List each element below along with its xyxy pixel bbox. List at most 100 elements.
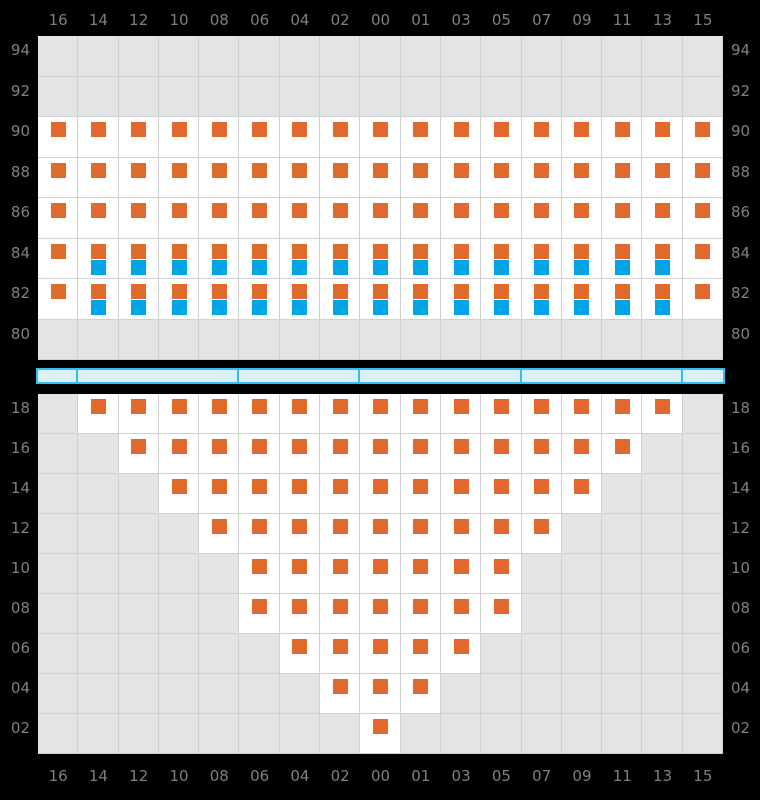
chart-cell[interactable] [78,36,119,77]
chart-cell[interactable] [642,319,683,360]
chart-cell[interactable] [400,474,441,514]
chart-cell[interactable] [602,36,643,77]
orange-marker[interactable] [372,639,388,654]
chart-cell[interactable] [239,117,280,158]
chart-cell[interactable] [199,554,240,594]
orange-marker[interactable] [493,203,509,218]
chart-cell[interactable] [440,76,482,117]
chart-cell[interactable] [199,238,240,279]
chart-cell[interactable] [78,198,119,239]
orange-marker[interactable] [695,203,711,218]
chart-cell[interactable] [561,674,603,714]
orange-marker[interactable] [332,243,348,259]
orange-marker[interactable] [372,559,388,574]
chart-cell[interactable] [521,514,562,554]
orange-marker[interactable] [453,243,469,259]
blue-marker[interactable] [453,300,469,315]
chart-cell[interactable] [320,394,361,434]
chart-cell[interactable] [199,36,240,77]
blue-marker[interactable] [574,300,590,315]
range-selector-segment[interactable] [78,370,240,382]
blue-marker[interactable] [211,259,227,275]
orange-marker[interactable] [534,519,550,534]
orange-marker[interactable] [211,243,227,259]
orange-marker[interactable] [211,399,227,414]
orange-marker[interactable] [252,519,268,534]
chart-cell[interactable] [158,279,200,320]
chart-cell[interactable] [279,554,321,594]
chart-cell[interactable] [239,198,280,239]
chart-cell[interactable] [602,117,643,158]
blue-marker[interactable] [90,259,106,275]
chart-cell[interactable] [320,714,361,754]
blue-marker[interactable] [534,300,550,315]
chart-cell[interactable] [642,634,683,674]
range-selector-segment[interactable] [521,370,683,382]
orange-marker[interactable] [211,203,227,218]
chart-cell[interactable] [239,714,280,754]
chart-cell[interactable] [158,634,200,674]
chart-cell[interactable] [320,514,361,554]
chart-cell[interactable] [400,634,441,674]
chart-cell[interactable] [158,157,200,198]
orange-marker[interactable] [252,284,268,299]
orange-marker[interactable] [493,284,509,299]
chart-cell[interactable] [78,238,119,279]
chart-cell[interactable] [360,117,401,158]
chart-cell[interactable] [118,117,159,158]
orange-marker[interactable] [171,122,187,137]
orange-marker[interactable] [252,243,268,259]
blue-marker[interactable] [372,300,388,315]
chart-cell[interactable] [440,594,482,634]
orange-marker[interactable] [614,203,630,218]
chart-cell[interactable] [440,474,482,514]
chart-cell[interactable] [602,674,643,714]
chart-cell[interactable] [360,674,401,714]
chart-cell[interactable] [320,554,361,594]
chart-cell[interactable] [521,238,562,279]
chart-cell[interactable] [400,674,441,714]
chart-cell[interactable] [199,714,240,754]
chart-cell[interactable] [602,594,643,634]
orange-marker[interactable] [252,479,268,494]
chart-cell[interactable] [279,514,321,554]
blue-marker[interactable] [171,259,187,275]
upper-chart-plot[interactable] [38,36,723,360]
chart-cell[interactable] [642,117,683,158]
chart-cell[interactable] [239,394,280,434]
chart-cell[interactable] [199,279,240,320]
chart-cell[interactable] [521,674,562,714]
blue-marker[interactable] [252,259,268,275]
chart-cell[interactable] [158,319,200,360]
chart-cell[interactable] [279,319,321,360]
orange-marker[interactable] [574,479,590,494]
chart-cell[interactable] [118,554,159,594]
orange-marker[interactable] [372,599,388,614]
orange-marker[interactable] [453,399,469,414]
chart-cell[interactable] [158,714,200,754]
chart-cell[interactable] [279,474,321,514]
chart-cell[interactable] [642,474,683,514]
orange-marker[interactable] [332,599,348,614]
chart-cell[interactable] [360,714,401,754]
chart-cell[interactable] [481,514,522,554]
chart-cell[interactable] [521,117,562,158]
orange-marker[interactable] [332,479,348,494]
orange-marker[interactable] [695,122,711,137]
chart-cell[interactable] [118,36,159,77]
chart-cell[interactable] [481,117,522,158]
orange-marker[interactable] [574,122,590,137]
chart-cell[interactable] [360,76,401,117]
chart-cell[interactable] [158,594,200,634]
chart-cell[interactable] [199,674,240,714]
chart-cell[interactable] [158,394,200,434]
chart-cell[interactable] [118,76,159,117]
orange-marker[interactable] [171,162,187,178]
orange-marker[interactable] [453,439,469,454]
blue-marker[interactable] [292,300,308,315]
chart-cell[interactable] [279,198,321,239]
orange-marker[interactable] [695,284,711,299]
orange-marker[interactable] [332,162,348,178]
chart-cell[interactable] [440,514,482,554]
chart-cell[interactable] [521,157,562,198]
